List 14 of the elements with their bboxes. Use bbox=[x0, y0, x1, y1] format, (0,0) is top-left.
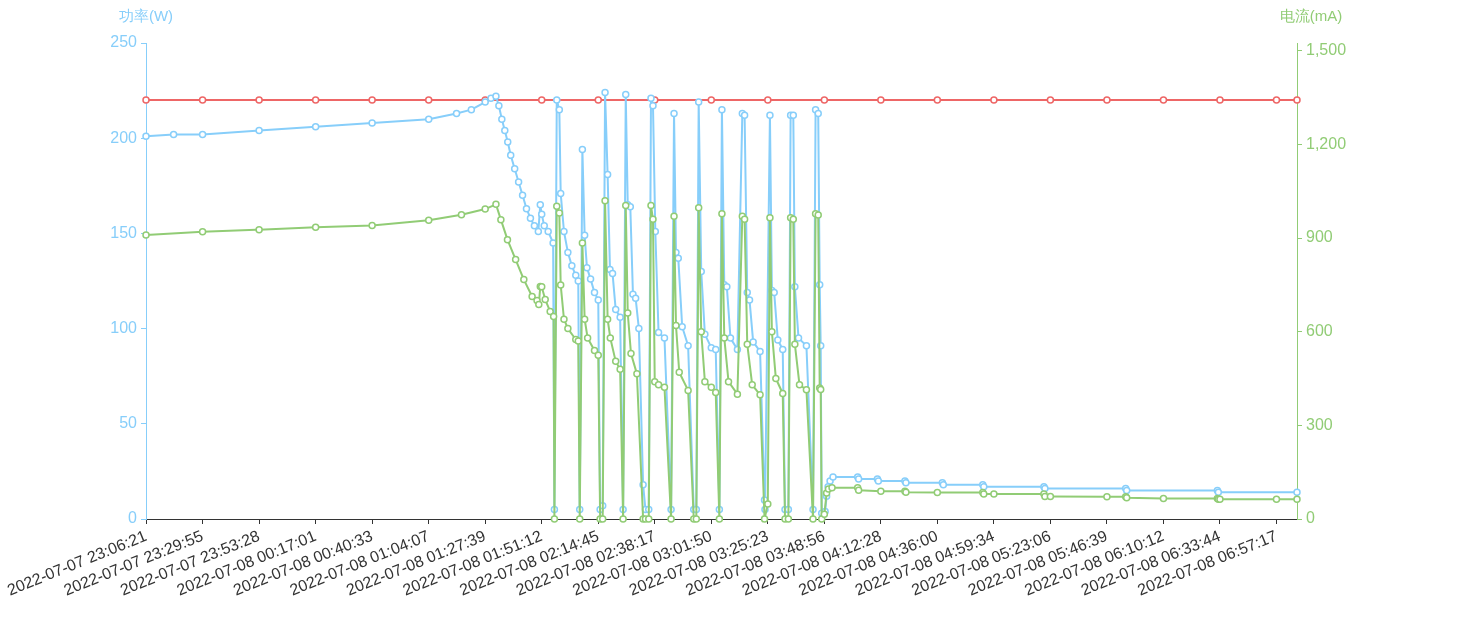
y2-axis-title: 电流(mA) bbox=[1279, 7, 1343, 25]
y-tick-label: 50 bbox=[119, 414, 138, 432]
y2-tick-label: 600 bbox=[1306, 322, 1333, 340]
y-tick-label: 100 bbox=[110, 319, 138, 337]
y-tick-label: 250 bbox=[110, 33, 138, 51]
y2-tick-label: 0 bbox=[1306, 509, 1315, 527]
y-tick-label: 200 bbox=[110, 128, 138, 146]
y2-tick-label: 300 bbox=[1306, 415, 1333, 433]
y2-tick-label: 900 bbox=[1306, 228, 1333, 246]
y2-tick-label: 1,500 bbox=[1306, 41, 1347, 59]
y-axis-title: 功率(W) bbox=[118, 7, 174, 25]
y-tick-label: 150 bbox=[110, 223, 138, 241]
y-tick-label: 0 bbox=[128, 509, 138, 527]
y2-tick-label: 1,200 bbox=[1306, 134, 1347, 152]
